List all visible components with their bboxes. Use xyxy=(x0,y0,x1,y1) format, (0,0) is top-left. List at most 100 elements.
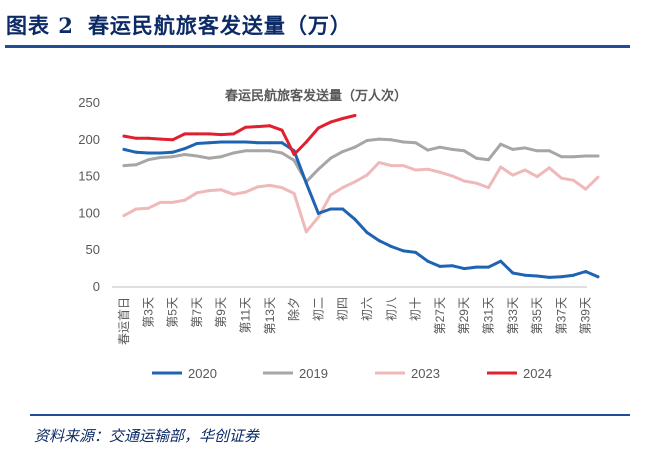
data-point-2019 xyxy=(511,147,515,151)
data-point-2019 xyxy=(487,158,490,162)
data-point-2024 xyxy=(244,125,247,129)
header-rule xyxy=(5,45,630,48)
data-point-2019 xyxy=(231,151,235,155)
x-tick-label: 第39天 xyxy=(579,297,593,334)
data-point-2023 xyxy=(401,164,405,168)
data-point-2019 xyxy=(365,139,369,142)
data-point-2019 xyxy=(316,167,320,171)
data-point-2024 xyxy=(268,124,272,128)
data-point-2023 xyxy=(316,215,320,219)
data-point-2024 xyxy=(134,136,138,140)
y-tick-label: 0 xyxy=(93,279,100,294)
data-point-2023 xyxy=(414,168,418,172)
series-layer xyxy=(122,114,600,279)
data-point-2019 xyxy=(474,156,478,160)
data-point-2020 xyxy=(414,250,418,254)
data-point-2020 xyxy=(450,264,454,268)
data-point-2020 xyxy=(219,140,223,144)
data-point-2024 xyxy=(316,126,320,130)
x-tick-label: 第11天 xyxy=(239,297,253,333)
data-point-2023 xyxy=(122,214,126,218)
y-tick-label: 50 xyxy=(86,242,100,257)
data-point-2024 xyxy=(280,128,284,132)
data-point-2019 xyxy=(572,155,575,159)
legend-item-2019: 2019 xyxy=(263,366,328,381)
legend-item-2024: 2024 xyxy=(487,366,552,381)
data-point-2019 xyxy=(462,149,466,153)
data-point-2023 xyxy=(219,188,223,192)
series-2024 xyxy=(122,114,357,156)
data-point-2020 xyxy=(122,147,126,151)
data-point-2019 xyxy=(377,137,381,141)
data-point-2019 xyxy=(559,155,563,159)
data-point-2019 xyxy=(219,155,223,159)
data-point-2019 xyxy=(596,154,600,158)
legend-label: 2020 xyxy=(188,366,217,381)
data-point-2023 xyxy=(171,200,175,204)
legend: 2020 2019 2023 2024 xyxy=(152,366,552,381)
series-line-2019 xyxy=(122,137,600,184)
data-point-2023 xyxy=(426,167,430,171)
data-point-2024 xyxy=(183,132,187,136)
data-point-2019 xyxy=(401,140,405,144)
data-point-2024 xyxy=(146,136,150,140)
data-point-2020 xyxy=(256,141,260,145)
x-tick-label: 初六 xyxy=(360,297,374,321)
data-point-2019 xyxy=(146,158,150,162)
legend-label: 2024 xyxy=(523,366,552,381)
data-point-2019 xyxy=(183,153,187,156)
data-point-2023 xyxy=(304,230,308,234)
data-point-2023 xyxy=(572,178,575,182)
x-tick-label: 第29天 xyxy=(457,297,471,334)
x-tick-label: 第3天 xyxy=(141,297,155,328)
series-2023 xyxy=(122,161,600,234)
data-point-2020 xyxy=(584,270,588,273)
data-point-2019 xyxy=(268,149,272,153)
data-point-2020 xyxy=(462,267,466,271)
data-point-2023 xyxy=(559,176,563,180)
data-point-2019 xyxy=(195,154,199,158)
x-tick-label: 第33天 xyxy=(506,297,520,334)
data-point-2023 xyxy=(377,161,381,165)
x-tick-label: 第37天 xyxy=(554,297,568,334)
data-point-2019 xyxy=(207,156,211,160)
data-point-2020 xyxy=(474,265,478,269)
figure-label: 图表 2 xyxy=(6,13,74,38)
data-point-2024 xyxy=(231,132,235,136)
data-point-2019 xyxy=(280,151,284,155)
data-point-2020 xyxy=(389,245,393,248)
data-point-2023 xyxy=(584,187,588,191)
data-point-2023 xyxy=(487,186,490,190)
data-point-2020 xyxy=(316,211,320,215)
data-point-2020 xyxy=(183,147,187,151)
data-point-2020 xyxy=(268,141,272,145)
data-point-2023 xyxy=(158,200,162,204)
data-point-2024 xyxy=(122,134,126,138)
x-tick-label: 初二 xyxy=(311,297,325,321)
data-point-2020 xyxy=(146,151,150,155)
legend-item-2020: 2020 xyxy=(152,366,217,381)
series-2019 xyxy=(122,137,600,184)
data-point-2019 xyxy=(171,155,175,159)
x-tick-label: 初十 xyxy=(409,297,423,321)
data-point-2020 xyxy=(426,259,430,263)
data-point-2020 xyxy=(438,264,442,268)
data-point-2019 xyxy=(329,156,333,160)
data-point-2020 xyxy=(377,239,381,243)
data-point-2020 xyxy=(596,275,600,279)
data-point-2019 xyxy=(414,141,418,145)
figure-header: 图表 2 春运民航旅客发送量（万） xyxy=(0,0,653,48)
data-point-2023 xyxy=(280,186,284,190)
data-point-2019 xyxy=(499,142,503,146)
data-point-2023 xyxy=(231,192,235,196)
data-point-2023 xyxy=(341,186,345,190)
data-point-2023 xyxy=(474,181,478,185)
data-point-2019 xyxy=(426,148,430,152)
data-point-2023 xyxy=(596,175,600,179)
data-point-2019 xyxy=(256,149,260,153)
x-tick-label: 第27天 xyxy=(433,297,447,334)
x-tick-label: 除夕 xyxy=(286,297,301,321)
data-point-2020 xyxy=(134,150,138,154)
data-point-2023 xyxy=(523,168,527,172)
